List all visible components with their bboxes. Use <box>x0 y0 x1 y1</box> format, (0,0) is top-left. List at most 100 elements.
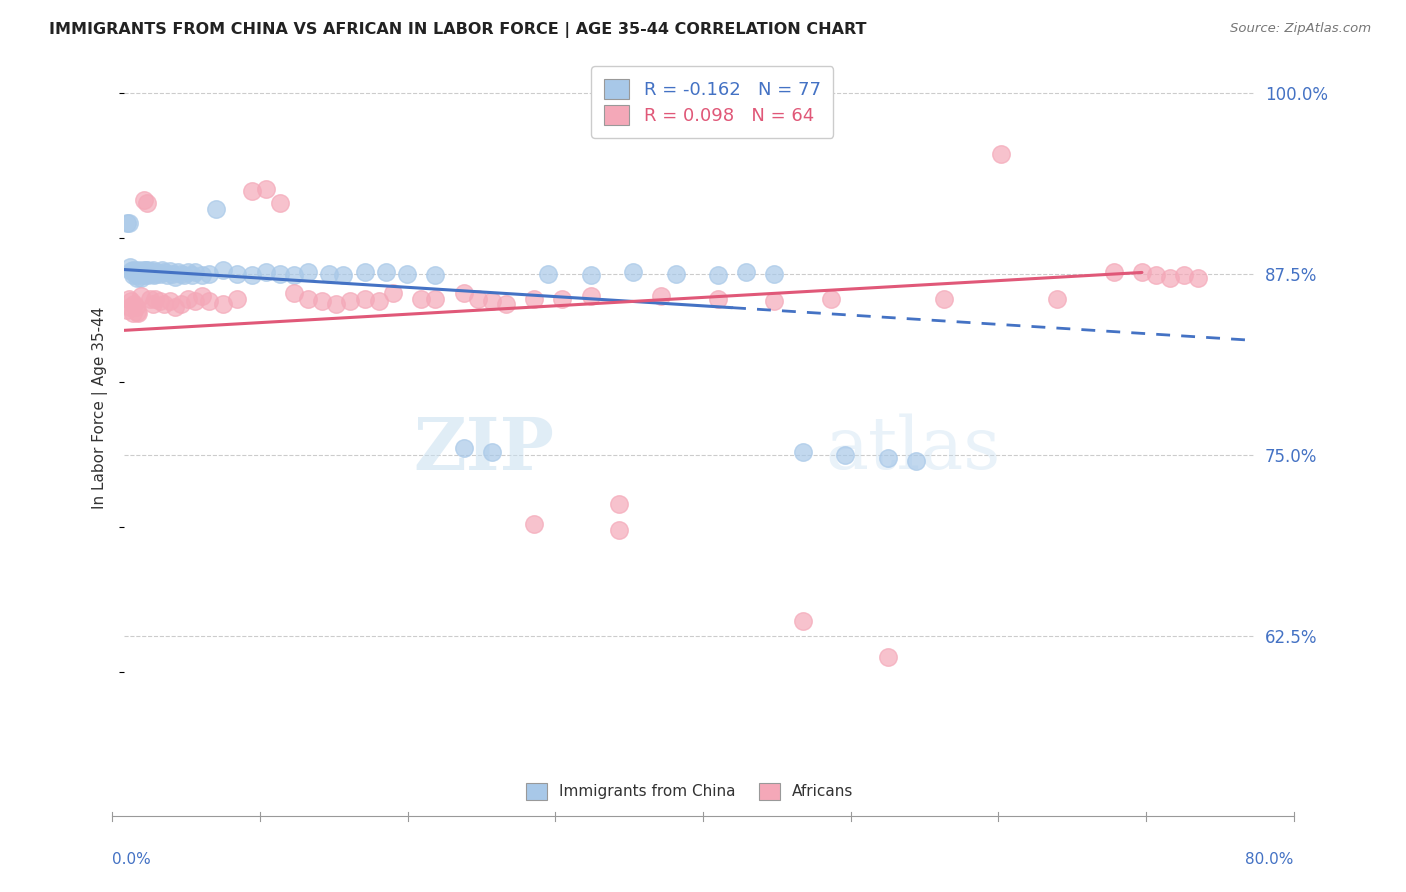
Point <box>120 264 142 278</box>
Point <box>152 262 174 277</box>
Point <box>1046 292 1069 306</box>
Point <box>579 288 602 302</box>
Point <box>191 268 214 283</box>
Point <box>117 216 139 230</box>
Point <box>139 265 162 279</box>
Point <box>523 292 546 306</box>
Point <box>165 269 187 284</box>
Point <box>763 294 786 309</box>
Point <box>170 267 193 281</box>
Text: 0.0%: 0.0% <box>112 852 152 867</box>
Point <box>153 297 176 311</box>
Point <box>121 262 143 277</box>
Point <box>198 294 221 309</box>
Point <box>149 294 172 309</box>
Point <box>136 268 159 283</box>
Point <box>149 267 172 281</box>
Point <box>141 264 163 278</box>
Point <box>425 268 447 283</box>
Point <box>132 193 155 207</box>
Point <box>165 300 187 314</box>
Point <box>142 297 165 311</box>
Point <box>269 196 291 211</box>
Point <box>226 292 249 306</box>
Point <box>297 265 319 279</box>
Point <box>177 265 200 279</box>
Point <box>1130 265 1153 279</box>
Point <box>297 292 319 306</box>
Point <box>707 292 730 306</box>
Y-axis label: In Labor Force | Age 35-44: In Labor Force | Age 35-44 <box>93 307 108 509</box>
Point <box>145 292 167 306</box>
Point <box>904 453 927 467</box>
Point <box>395 267 418 281</box>
Point <box>374 265 396 279</box>
Point <box>115 216 138 230</box>
Point <box>131 262 153 277</box>
Point <box>167 265 190 279</box>
Point <box>820 292 842 306</box>
Point <box>240 185 263 199</box>
Point <box>353 292 375 306</box>
Point <box>143 268 166 283</box>
Point <box>453 285 475 300</box>
Point <box>128 264 150 278</box>
Point <box>125 271 148 285</box>
Point <box>184 294 207 309</box>
Point <box>132 268 155 283</box>
Point <box>537 267 560 281</box>
Point <box>129 265 152 279</box>
Point <box>134 262 156 277</box>
Point <box>411 292 433 306</box>
Point <box>135 196 157 211</box>
Point <box>127 265 149 279</box>
Point <box>181 268 204 283</box>
Point <box>124 300 146 314</box>
Point <box>579 268 602 283</box>
Point <box>139 292 162 306</box>
Point <box>184 265 207 279</box>
Point <box>212 262 235 277</box>
Point <box>481 445 503 459</box>
Point <box>118 300 141 314</box>
Point <box>125 264 148 278</box>
Point <box>226 267 249 281</box>
Point <box>621 265 644 279</box>
Point <box>122 264 145 278</box>
Point <box>607 497 630 511</box>
Point <box>283 285 305 300</box>
Point <box>381 285 404 300</box>
Point <box>198 267 221 281</box>
Point <box>1187 271 1209 285</box>
Point <box>876 650 898 665</box>
Point <box>607 523 630 537</box>
Point <box>159 264 181 278</box>
Point <box>135 262 157 277</box>
Point <box>311 294 333 309</box>
Point <box>159 294 181 309</box>
Text: ZIP: ZIP <box>413 414 554 484</box>
Point <box>191 288 214 302</box>
Point <box>127 268 149 283</box>
Point <box>240 268 263 283</box>
Point <box>254 265 277 279</box>
Point <box>254 181 277 195</box>
Point <box>134 267 156 281</box>
Point <box>876 450 898 465</box>
Point <box>127 306 149 320</box>
Point <box>145 267 167 281</box>
Point <box>205 202 228 216</box>
Text: 80.0%: 80.0% <box>1246 852 1294 867</box>
Point <box>115 303 138 318</box>
Point <box>367 294 389 309</box>
Point <box>453 441 475 455</box>
Point <box>142 262 165 277</box>
Point <box>135 265 157 279</box>
Point <box>523 517 546 532</box>
Legend: Immigrants from China, Africans: Immigrants from China, Africans <box>520 777 860 805</box>
Point <box>495 297 517 311</box>
Point <box>650 288 672 302</box>
Text: IMMIGRANTS FROM CHINA VS AFRICAN IN LABOR FORCE | AGE 35-44 CORRELATION CHART: IMMIGRANTS FROM CHINA VS AFRICAN IN LABO… <box>49 22 866 38</box>
Point <box>127 262 149 277</box>
Point <box>1102 265 1125 279</box>
